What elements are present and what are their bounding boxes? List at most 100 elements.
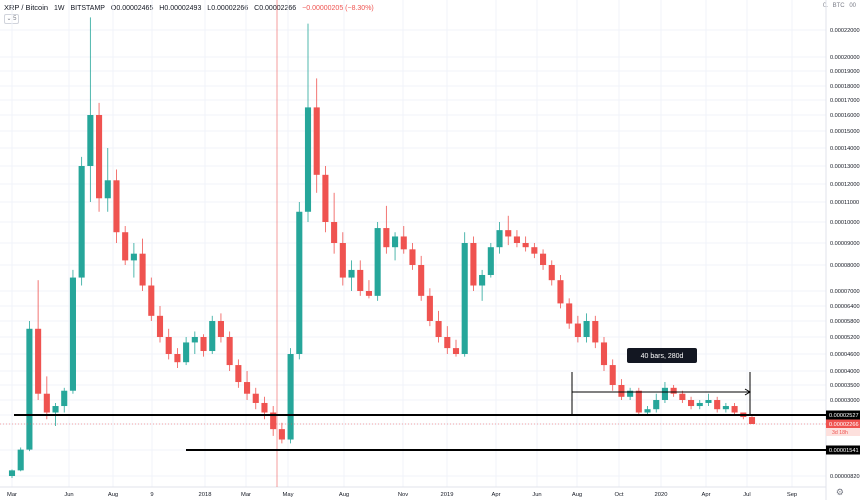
candle-body [661, 387, 668, 400]
candle-body [52, 406, 59, 413]
price-axis-header: 0. BTC 00 [820, 3, 856, 9]
candle-body [139, 253, 146, 286]
y-tick-label: 0.00020000 [830, 55, 860, 61]
candle-body [522, 243, 529, 248]
candle-body [696, 402, 703, 407]
y-tick-label: 0.00000820 [830, 474, 860, 480]
candle-body [261, 402, 268, 413]
candle-body [479, 274, 486, 286]
candle-body [278, 429, 285, 440]
y-tick-label: 0.00018000 [830, 84, 860, 90]
x-tick-label: Mar [7, 492, 17, 498]
x-tick-label: 2018 [199, 492, 212, 498]
range-arrow-head [744, 388, 751, 396]
candle-body [618, 385, 625, 397]
y-tick-label: 0.00008000 [830, 263, 860, 269]
candle-body [688, 400, 695, 407]
candle-body [540, 253, 547, 265]
candle-body [426, 295, 433, 321]
candle-body [653, 400, 660, 410]
candle-body [513, 236, 520, 243]
candle-body [644, 409, 651, 413]
candle-body [35, 328, 42, 394]
x-tick-label: Oct [614, 492, 623, 498]
x-tick-label: 2019 [441, 492, 454, 498]
candle-body [43, 393, 50, 413]
candle-body [566, 303, 573, 324]
scale-prefix: 0. [822, 3, 828, 9]
x-tick-label: Apr [701, 492, 710, 498]
price-tag-upper: 0.00002527 [829, 413, 859, 419]
y-tick-label: 0.00003500 [830, 383, 860, 389]
y-tick-label: 0.00009000 [830, 241, 860, 247]
candle-body [557, 280, 564, 304]
candle-body [217, 321, 224, 337]
price-tag-lower-box [826, 445, 860, 455]
candle-body [235, 365, 242, 383]
candle-body [435, 321, 442, 337]
candle-body [487, 247, 494, 275]
candle-body [348, 269, 355, 278]
range-label: 40 bars, 280d [641, 353, 684, 360]
y-tick-label: 0.00004600 [830, 352, 860, 358]
candle-body [200, 337, 207, 352]
y-tick-label: 0.00022000 [830, 28, 860, 34]
y-tick-label: 0.00006400 [830, 304, 860, 310]
candle-body [26, 328, 33, 450]
candle-body [374, 228, 381, 296]
x-tick-label: Aug [572, 492, 582, 498]
candle-body [531, 247, 538, 254]
candle-body [592, 321, 599, 343]
candle-body [122, 232, 129, 261]
candle-body [635, 390, 642, 413]
symbol-name[interactable]: XRP / Bitcoin [4, 3, 49, 12]
candle-body [61, 390, 68, 407]
x-tick-label: Aug [108, 492, 118, 498]
candle-body [226, 337, 233, 366]
x-tick-label: Apr [491, 492, 500, 498]
interval-label[interactable]: 1W [54, 5, 65, 12]
candle-body [409, 249, 416, 265]
candle-body [392, 236, 399, 248]
candle-body [574, 323, 581, 337]
candle-body [609, 365, 616, 385]
candle-body [339, 243, 346, 278]
x-tick-label: 9 [150, 492, 153, 498]
y-tick-label: 0.00005800 [830, 319, 860, 325]
currency-badge[interactable]: BTC [832, 3, 845, 9]
candle-body [174, 354, 181, 363]
y-tick-label: 0.00003000 [830, 398, 860, 404]
candle-body [69, 277, 76, 391]
candle-body [383, 228, 390, 248]
y-tick-label: 0.00015000 [830, 129, 860, 135]
candle-body [548, 265, 555, 281]
candle-body [304, 107, 312, 212]
candle-body [270, 412, 277, 430]
y-tick-label: 0.00005200 [830, 335, 860, 341]
x-tick-label: Aug [339, 492, 349, 498]
high-value: H0.00002493 [159, 5, 202, 12]
x-tick-label: Jun [64, 492, 73, 498]
candle-body [496, 230, 503, 248]
candle-body [505, 230, 512, 237]
candle-body [679, 393, 686, 400]
candle-body [209, 321, 216, 352]
price-tag-last-box [826, 419, 860, 429]
candle-body [714, 400, 721, 410]
candle-body [322, 174, 329, 222]
gear-icon[interactable]: ⚙ [835, 487, 844, 497]
countdown-label: 3d 18h [832, 430, 848, 436]
candle-body [156, 315, 164, 337]
x-tick-label: Mar [241, 492, 251, 498]
candle-body [296, 211, 303, 354]
candle-body [191, 337, 198, 343]
candle-body [331, 222, 338, 243]
candle-body [78, 166, 85, 278]
y-tick-label: 0.00011000 [830, 200, 859, 206]
low-value: L0.00002266 [207, 5, 249, 12]
candle-body [313, 107, 320, 175]
exchange-label: BITSTAMP [70, 5, 105, 12]
candle-body [722, 406, 729, 410]
open-value: O0.00002465 [110, 5, 154, 12]
